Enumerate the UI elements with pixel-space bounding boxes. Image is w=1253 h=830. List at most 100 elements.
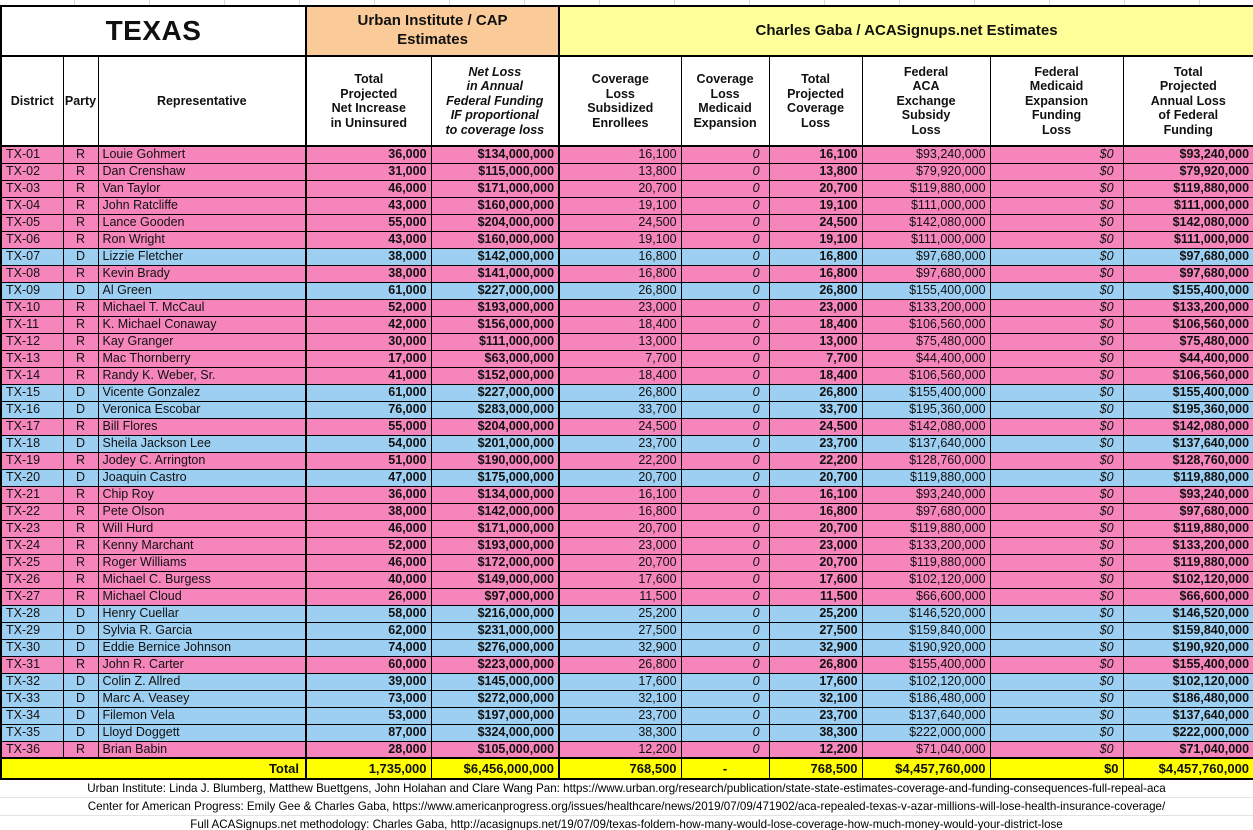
- footnote-acasignups: Full ACASignups.net methodology: Charles…: [0, 816, 1253, 830]
- cell-coverage-loss-subsidized: 33,700: [558, 400, 682, 419]
- cell-coverage-loss-medicaid: 0: [680, 230, 770, 249]
- cell-federal-aca-subsidy-loss: $128,760,000: [861, 451, 991, 470]
- cell-party: R: [62, 740, 99, 759]
- cell-party: D: [62, 621, 99, 640]
- cell-federal-medicaid-funding-loss: $0: [989, 553, 1124, 572]
- cell-federal-aca-subsidy-loss: $195,360,000: [861, 400, 991, 419]
- cell-coverage-loss-subsidized: 38,300: [558, 723, 682, 742]
- cell-coverage-loss-medicaid: 0: [680, 553, 770, 572]
- cell-total-federal-funding-loss: $142,080,000: [1122, 213, 1253, 232]
- estimates-table: TEXAS Urban Institute / CAP Estimates Ch…: [0, 5, 1253, 780]
- cell-party: D: [62, 383, 99, 402]
- cell-district: TX-04: [0, 196, 64, 215]
- cell-coverage-loss-medicaid: 0: [680, 349, 770, 368]
- cell-total-coverage-loss: 12,200: [768, 740, 863, 759]
- cell-net-increase-uninsured: 31,000: [305, 162, 432, 181]
- cell-net-loss-federal-funding: $231,000,000: [430, 621, 560, 640]
- cell-total-coverage-loss: 17,600: [768, 570, 863, 589]
- cell-representative: Chip Roy: [97, 485, 307, 504]
- cell-total-federal-funding-loss: $93,240,000: [1122, 485, 1253, 504]
- cell-total-federal-funding-loss: $137,640,000: [1122, 706, 1253, 725]
- cell-net-increase-uninsured: 73,000: [305, 689, 432, 708]
- cell-party: R: [62, 417, 99, 436]
- cell-party: R: [62, 519, 99, 538]
- cell-district: TX-13: [0, 349, 64, 368]
- cell-total-federal-funding-loss: $93,240,000: [1122, 145, 1253, 164]
- cell-party: R: [62, 162, 99, 181]
- cell-total-coverage-loss: 16,800: [768, 502, 863, 521]
- cell-federal-medicaid-funding-loss: $0: [989, 621, 1124, 640]
- table-row-tx-09: TX-09 D Al Green 61,000 $227,000,000 26,800 0 2…: [0, 281, 1253, 300]
- column-header-net-loss-federal-funding: Net Loss in Annual Federal Funding IF pr…: [430, 55, 560, 147]
- cell-district: TX-09: [0, 281, 64, 300]
- cell-representative: Filemon Vela: [97, 706, 307, 725]
- cell-federal-medicaid-funding-loss: $0: [989, 145, 1124, 164]
- cell-coverage-loss-subsidized: 18,400: [558, 315, 682, 334]
- cell-federal-aca-subsidy-loss: $119,880,000: [861, 468, 991, 487]
- table-row-tx-01: TX-01 R Louie Gohmert 36,000 $134,000,000 16,…: [0, 145, 1253, 164]
- cell-coverage-loss-subsidized: 16,100: [558, 145, 682, 164]
- cell-total-federal-funding-loss: $119,880,000: [1122, 468, 1253, 487]
- cell-coverage-loss-subsidized: 18,400: [558, 366, 682, 385]
- cell-party: D: [62, 604, 99, 623]
- cell-district: TX-26: [0, 570, 64, 589]
- table-row-tx-07: TX-07 D Lizzie Fletcher 38,000 $142,000,000 1…: [0, 247, 1253, 266]
- cell-coverage-loss-subsidized: 24,500: [558, 417, 682, 436]
- cell-net-increase-uninsured: 39,000: [305, 672, 432, 691]
- cell-coverage-loss-subsidized: 26,800: [558, 655, 682, 674]
- cell-federal-aca-subsidy-loss: $137,640,000: [861, 706, 991, 725]
- cell-federal-aca-subsidy-loss: $146,520,000: [861, 604, 991, 623]
- cell-coverage-loss-subsidized: 12,200: [558, 740, 682, 759]
- cell-total-federal-funding-loss: $142,080,000: [1122, 417, 1253, 436]
- total-net-increase-uninsured: 1,735,000: [305, 757, 432, 780]
- cell-party: R: [62, 264, 99, 283]
- table-row-tx-34: TX-34 D Filemon Vela 53,000 $197,000,000 23,7…: [0, 706, 1253, 725]
- cell-net-loss-federal-funding: $190,000,000: [430, 451, 560, 470]
- gaba-group-header: Charles Gaba / ACASignups.net Estimates: [558, 5, 1253, 57]
- cell-coverage-loss-medicaid: 0: [680, 536, 770, 555]
- table-row-tx-20: TX-20 D Joaquin Castro 47,000 $175,000,000 20…: [0, 468, 1253, 487]
- cell-representative: Michael C. Burgess: [97, 570, 307, 589]
- cell-net-loss-federal-funding: $160,000,000: [430, 230, 560, 249]
- cell-representative: Roger Williams: [97, 553, 307, 572]
- cell-federal-aca-subsidy-loss: $93,240,000: [861, 485, 991, 504]
- table-row-tx-26: TX-26 R Michael C. Burgess 40,000 $149,000,0…: [0, 570, 1253, 589]
- cell-district: TX-20: [0, 468, 64, 487]
- cell-total-federal-funding-loss: $111,000,000: [1122, 196, 1253, 215]
- cell-net-loss-federal-funding: $105,000,000: [430, 740, 560, 759]
- cell-total-federal-funding-loss: $119,880,000: [1122, 519, 1253, 538]
- cell-net-loss-federal-funding: $63,000,000: [430, 349, 560, 368]
- cell-district: TX-15: [0, 383, 64, 402]
- cell-federal-aca-subsidy-loss: $79,920,000: [861, 162, 991, 181]
- cell-coverage-loss-medicaid: 0: [680, 485, 770, 504]
- table-row-tx-28: TX-28 D Henry Cuellar 58,000 $216,000,000 25,…: [0, 604, 1253, 623]
- cell-total-coverage-loss: 26,800: [768, 655, 863, 674]
- table-row-tx-12: TX-12 R Kay Granger 30,000 $111,000,000 13,00…: [0, 332, 1253, 351]
- cell-district: TX-32: [0, 672, 64, 691]
- cell-federal-medicaid-funding-loss: $0: [989, 196, 1124, 215]
- cell-coverage-loss-medicaid: 0: [680, 621, 770, 640]
- cell-total-federal-funding-loss: $97,680,000: [1122, 247, 1253, 266]
- cell-total-federal-funding-loss: $75,480,000: [1122, 332, 1253, 351]
- cell-federal-medicaid-funding-loss: $0: [989, 162, 1124, 181]
- cell-representative: John R. Carter: [97, 655, 307, 674]
- cell-coverage-loss-subsidized: 17,600: [558, 672, 682, 691]
- cell-party: D: [62, 468, 99, 487]
- cell-total-federal-funding-loss: $111,000,000: [1122, 230, 1253, 249]
- cell-federal-medicaid-funding-loss: $0: [989, 689, 1124, 708]
- cell-net-loss-federal-funding: $272,000,000: [430, 689, 560, 708]
- cell-district: TX-07: [0, 247, 64, 266]
- cell-party: D: [62, 638, 99, 657]
- cell-total-federal-funding-loss: $155,400,000: [1122, 383, 1253, 402]
- cell-net-loss-federal-funding: $145,000,000: [430, 672, 560, 691]
- cell-coverage-loss-subsidized: 24,500: [558, 213, 682, 232]
- cell-representative: Michael T. McCaul: [97, 298, 307, 317]
- cell-net-increase-uninsured: 58,000: [305, 604, 432, 623]
- cell-coverage-loss-medicaid: 0: [680, 366, 770, 385]
- cell-representative: Sylvia R. Garcia: [97, 621, 307, 640]
- column-header-total-federal-funding-loss: Total Projected Annual Loss of Federal F…: [1122, 55, 1253, 147]
- table-row-tx-35: TX-35 D Lloyd Doggett 87,000 $324,000,000 38,…: [0, 723, 1253, 742]
- cell-net-loss-federal-funding: $204,000,000: [430, 213, 560, 232]
- cell-party: R: [62, 298, 99, 317]
- cell-net-increase-uninsured: 60,000: [305, 655, 432, 674]
